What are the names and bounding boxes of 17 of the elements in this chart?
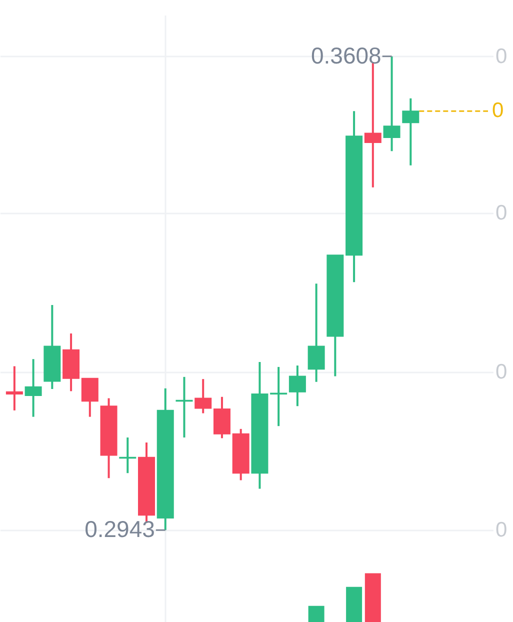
candlestick bbox=[383, 55, 400, 152]
annotation: 0.2943 bbox=[84, 516, 155, 542]
candlestick bbox=[270, 366, 288, 428]
candlestick bbox=[81, 377, 98, 418]
annotation: 0.3608 bbox=[310, 42, 382, 68]
candlestick bbox=[24, 358, 42, 418]
candlestick bbox=[119, 436, 136, 474]
candlestick bbox=[6, 365, 23, 412]
y-tick-label: 0 bbox=[496, 44, 508, 68]
y-tick-label: 0 bbox=[496, 202, 508, 225]
y-tick-label: 0 bbox=[496, 360, 508, 384]
candlestick bbox=[288, 364, 306, 408]
candlestick bbox=[308, 282, 325, 383]
candlestick bbox=[194, 378, 212, 414]
candlestick bbox=[402, 97, 420, 166]
candlestick bbox=[176, 376, 193, 438]
y-tick-label: 0 bbox=[496, 518, 508, 542]
